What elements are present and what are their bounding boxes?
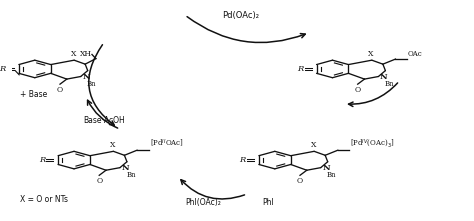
Text: X: X [310, 141, 316, 149]
Text: X: X [109, 141, 115, 149]
Text: R: R [297, 65, 303, 73]
Text: Pd(OAc)₂: Pd(OAc)₂ [222, 11, 259, 20]
Text: R: R [39, 156, 45, 164]
Text: [Pd$^{IV}$(OAc)$_3$]: [Pd$^{IV}$(OAc)$_3$] [350, 137, 395, 149]
Text: Base·AcOH: Base·AcOH [83, 116, 125, 125]
Text: R: R [239, 156, 246, 164]
Text: O: O [355, 86, 361, 93]
Text: PhI: PhI [262, 198, 274, 207]
Text: R: R [0, 65, 6, 73]
Text: O: O [57, 86, 63, 93]
Text: PhI(OAc)₂: PhI(OAc)₂ [185, 198, 221, 207]
Text: [Pd$^{II}$OAc]: [Pd$^{II}$OAc] [150, 137, 183, 149]
Text: O: O [96, 177, 102, 185]
Text: X: X [368, 50, 374, 58]
Text: N: N [121, 164, 129, 172]
Text: N: N [82, 72, 90, 80]
Text: Bn: Bn [327, 171, 337, 179]
Text: N: N [380, 72, 388, 80]
Text: Bn: Bn [87, 80, 96, 88]
Text: X: X [71, 50, 76, 58]
Text: O: O [297, 177, 303, 185]
Text: X = O or NTs: X = O or NTs [20, 195, 68, 204]
Text: Bn: Bn [384, 80, 394, 88]
Text: + Base: + Base [20, 90, 47, 99]
Text: XH: XH [80, 50, 91, 58]
Text: N: N [322, 164, 330, 172]
Text: Bn: Bn [126, 171, 136, 179]
Text: OAc: OAc [408, 50, 423, 58]
